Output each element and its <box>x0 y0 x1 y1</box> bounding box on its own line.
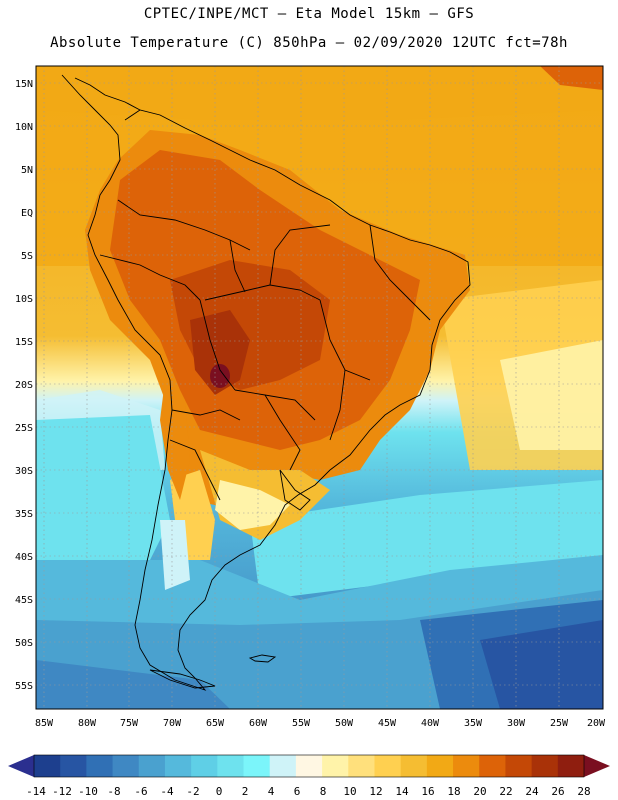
lat-label: 10N <box>15 122 33 133</box>
colorbar-label: -4 <box>160 785 174 798</box>
colorbar-label: 28 <box>577 785 590 798</box>
lon-label: 85W <box>35 718 54 729</box>
colorbar-label: 10 <box>343 785 356 798</box>
colorbar-label: 0 <box>216 785 223 798</box>
colorbar-label: -14 <box>26 785 46 798</box>
title-line-1: CPTEC/INPE/MCT – Eta Model 15km – GFS <box>143 6 475 22</box>
coastlines <box>61 74 471 691</box>
lon-label: 80W <box>78 718 97 729</box>
lon-label: 35W <box>464 718 483 729</box>
colorbar-label: 26 <box>551 785 564 798</box>
colorbar-swatch <box>557 755 585 777</box>
lat-label: 10S <box>15 294 33 305</box>
colorbar-swatch <box>60 755 87 777</box>
map-frame <box>35 65 604 710</box>
lon-label: 25W <box>550 718 569 729</box>
lat-label: 20S <box>15 380 33 391</box>
colorbar-swatch <box>269 755 297 777</box>
colorbar-label: 20 <box>473 785 486 798</box>
lon-label: 55W <box>292 718 311 729</box>
colorbar-swatch <box>191 755 218 777</box>
lat-label: 50S <box>15 638 33 649</box>
colorbar-swatch <box>86 755 114 777</box>
lat-label: 35S <box>15 509 33 520</box>
colorbar-swatch <box>217 755 245 777</box>
colorbar-swatch <box>374 755 402 777</box>
colorbar-swatch <box>348 755 375 777</box>
lat-label: 5S <box>21 251 33 262</box>
colorbar-swatch <box>243 755 271 777</box>
colorbar-swatch <box>164 755 192 777</box>
colorbar-swatch <box>295 755 323 777</box>
colorbar-swatch <box>400 755 428 777</box>
lon-label: 30W <box>507 718 526 729</box>
colorbar-swatch <box>138 755 166 777</box>
colorbar-swatch <box>531 755 559 777</box>
lat-label: 25S <box>15 423 33 434</box>
title-line-2: Absolute Temperature (C) 850hPa – 02/09/… <box>50 35 568 51</box>
lon-label: 70W <box>163 718 182 729</box>
lat-label: 15S <box>15 337 33 348</box>
colorbar-label: 14 <box>395 785 409 798</box>
map-plot-area <box>36 66 603 709</box>
colorbar-swatch <box>505 755 533 777</box>
lon-label: 60W <box>249 718 268 729</box>
colorbar-swatch <box>426 755 454 777</box>
lat-label: 5N <box>21 165 33 176</box>
colorbar-label: -8 <box>107 785 120 798</box>
colorbar-over-arrow <box>584 755 610 777</box>
lat-label: 40S <box>15 552 33 563</box>
colorbar-label: 16 <box>421 785 434 798</box>
lat-label: 45S <box>15 595 33 606</box>
lon-label: 20W <box>587 718 606 729</box>
lon-label: 75W <box>120 718 139 729</box>
colorbar-label: -10 <box>78 785 98 798</box>
latitude-labels: 15N 10N 5N EQ 5S 10S 15S 20S 25S 30S 35S… <box>15 79 33 692</box>
colorbar: -14 -12 -10 -8 -6 -4 -2 0 2 4 6 8 10 12 … <box>8 754 610 798</box>
colorbar-label: 6 <box>294 785 301 798</box>
colorbar-label: 2 <box>242 785 249 798</box>
colorbar-label: 12 <box>369 785 382 798</box>
colorbar-under-arrow <box>8 755 34 777</box>
colorbar-label: 8 <box>320 785 327 798</box>
colorbar-label: -2 <box>186 785 199 798</box>
colorbar-swatch <box>479 755 506 777</box>
colorbar-swatch <box>322 755 349 777</box>
colorbar-label: -12 <box>52 785 72 798</box>
colorbar-label: 18 <box>447 785 460 798</box>
colorbar-swatch <box>112 755 140 777</box>
lon-label: 40W <box>421 718 440 729</box>
lat-label: 30S <box>15 466 33 477</box>
colorbar-swatch <box>34 755 61 777</box>
longitude-labels: 85W 80W 75W 70W 65W 60W 55W 50W 45W 40W … <box>35 718 606 729</box>
colorbar-label: -6 <box>134 785 147 798</box>
lon-label: 65W <box>206 718 225 729</box>
lat-label: EQ <box>21 208 33 219</box>
colorbar-swatch <box>453 755 480 777</box>
lat-label: 15N <box>15 79 33 90</box>
lon-label: 50W <box>335 718 354 729</box>
lat-label: 55S <box>15 681 33 692</box>
lon-label: 45W <box>378 718 397 729</box>
colorbar-label: 4 <box>268 785 275 798</box>
colorbar-label: 22 <box>499 785 512 798</box>
colorbar-label: 24 <box>525 785 539 798</box>
graticule <box>36 66 603 709</box>
